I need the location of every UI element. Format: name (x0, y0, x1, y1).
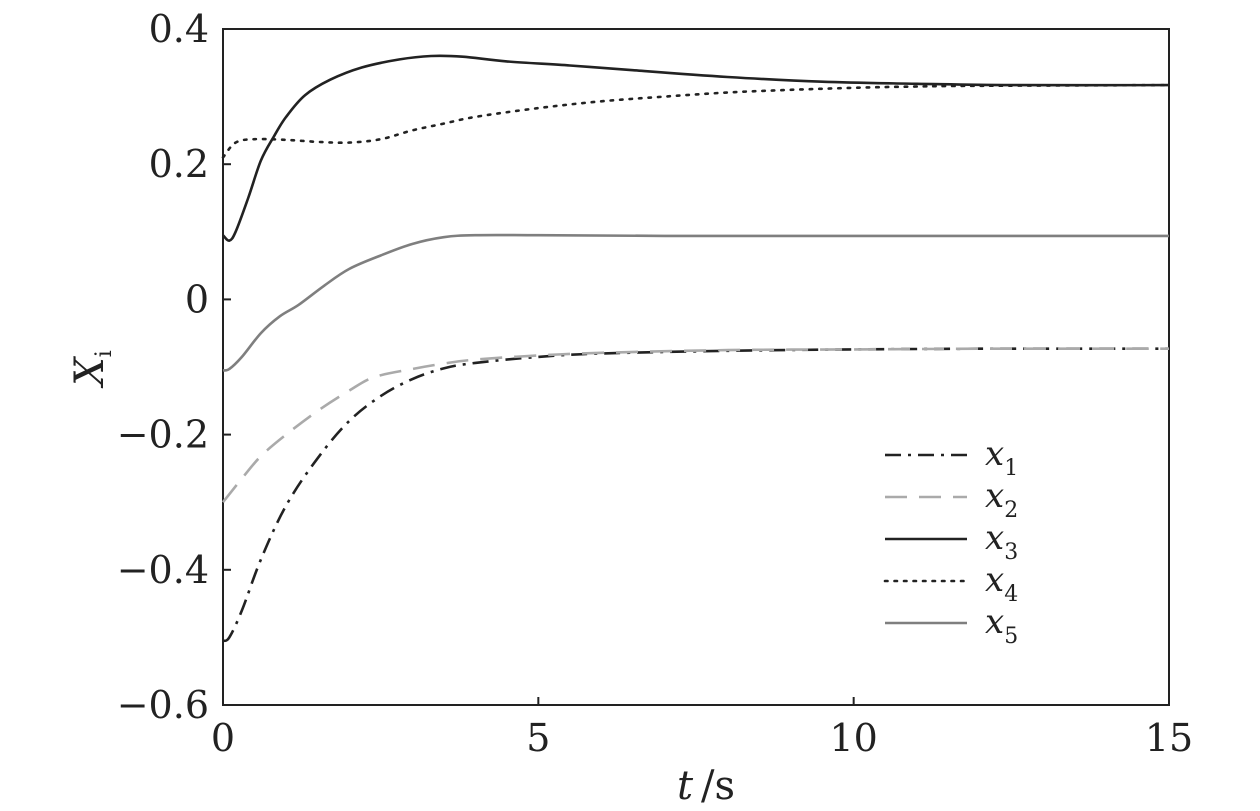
series-line-x4 (221, 83, 1171, 159)
x-tick-label: 0 (211, 716, 235, 760)
series-line-x5 (222, 233, 1169, 372)
legend-label-name: x (985, 434, 1004, 474)
x-axis-label-unit: /s (701, 763, 735, 809)
x-axis-label: t/s (677, 763, 735, 809)
x-axis: 0 5 10 15 (211, 697, 1193, 760)
y-tick-label: −0.2 (117, 413, 209, 457)
legend-label-name: x (985, 602, 1004, 642)
legend-label-sub: 5 (1004, 624, 1018, 649)
legend-label-sub: 3 (1004, 540, 1018, 565)
legend-label-sub: 4 (1004, 582, 1018, 607)
y-tick-label: −0.6 (117, 683, 209, 727)
y-axis-label-sub: i (92, 350, 117, 357)
legend-label-x2: x2 (985, 476, 1018, 523)
series-line-x3 (222, 54, 1170, 242)
x-axis-label-var: t (677, 763, 694, 809)
legend-label-name: x (985, 518, 1004, 558)
series-line-x1 (222, 347, 1170, 643)
y-axis-label-var: X (67, 356, 113, 389)
y-tick-label: −0.4 (117, 548, 209, 592)
legend-label-x4: x4 (985, 560, 1018, 607)
series-group (221, 54, 1171, 643)
legend-label-sub: 1 (1004, 456, 1018, 481)
legend-label-name: x (985, 476, 1004, 516)
x-tick-label: 10 (829, 716, 877, 760)
series-line-x2 (221, 347, 1170, 504)
x-tick-label: 5 (526, 716, 550, 760)
legend-label-name: x (985, 560, 1004, 600)
x-tick-label: 15 (1145, 716, 1193, 760)
y-tick-label: 0.4 (149, 7, 209, 51)
y-axis-label: Xi (67, 350, 117, 389)
legend-label-x1: x1 (985, 434, 1018, 481)
legend-label-x5: x5 (985, 602, 1018, 649)
y-tick-label: 0 (185, 277, 209, 321)
y-axis: −0.6 −0.4 −0.2 0 0.2 0.4 (117, 7, 231, 727)
legend-label-sub: 2 (1004, 498, 1018, 523)
plot-frame (222, 28, 1170, 706)
y-tick-label: 0.2 (149, 142, 209, 186)
legend-label-x3: x3 (985, 518, 1018, 565)
